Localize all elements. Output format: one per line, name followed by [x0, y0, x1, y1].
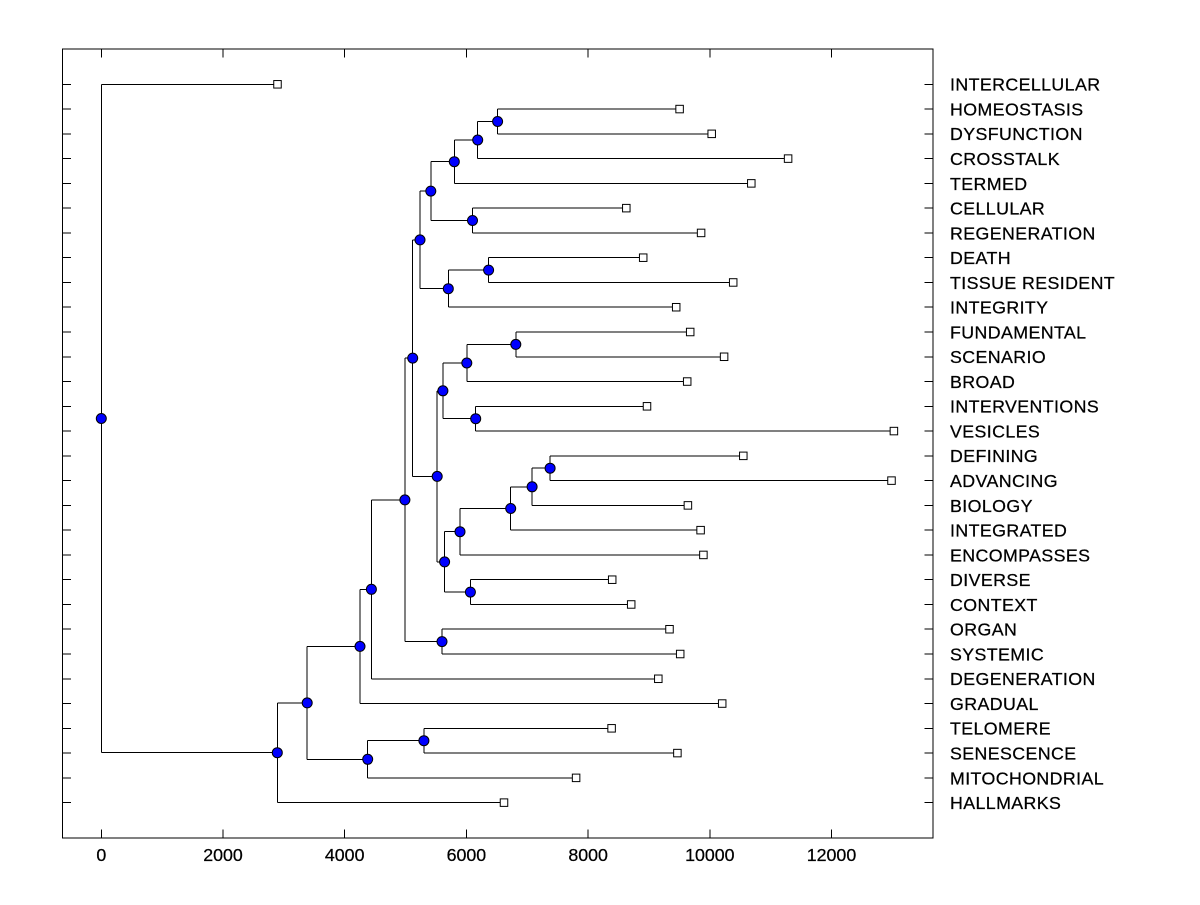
- svg-text:INTERVENTIONS: INTERVENTIONS: [950, 397, 1099, 417]
- svg-text:DYSFUNCTION: DYSFUNCTION: [950, 124, 1083, 144]
- svg-text:DEGENERATION: DEGENERATION: [950, 669, 1096, 689]
- svg-text:MITOCHONDRIAL: MITOCHONDRIAL: [950, 768, 1104, 788]
- svg-text:TISSUE RESIDENT: TISSUE RESIDENT: [950, 273, 1115, 293]
- svg-text:FUNDAMENTAL: FUNDAMENTAL: [950, 322, 1086, 342]
- svg-text:INTERCELLULAR: INTERCELLULAR: [950, 75, 1100, 95]
- svg-text:TELOMERE: TELOMERE: [950, 719, 1051, 739]
- svg-text:INTEGRATED: INTEGRATED: [950, 521, 1067, 541]
- svg-text:SENESCENCE: SENESCENCE: [950, 744, 1077, 764]
- svg-text:10000: 10000: [685, 845, 735, 865]
- svg-text:DEFINING: DEFINING: [950, 446, 1038, 466]
- svg-text:HOMEOSTASIS: HOMEOSTASIS: [950, 100, 1084, 120]
- svg-text:CONTEXT: CONTEXT: [950, 595, 1038, 615]
- svg-text:ADVANCING: ADVANCING: [950, 471, 1058, 491]
- svg-text:SCENARIO: SCENARIO: [950, 347, 1046, 367]
- svg-text:CROSSTALK: CROSSTALK: [950, 149, 1060, 169]
- svg-text:TERMED: TERMED: [950, 174, 1027, 194]
- svg-text:DIVERSE: DIVERSE: [950, 570, 1031, 590]
- svg-text:4000: 4000: [325, 845, 365, 865]
- svg-text:ORGAN: ORGAN: [950, 620, 1017, 640]
- svg-text:GRADUAL: GRADUAL: [950, 694, 1039, 714]
- svg-text:8000: 8000: [568, 845, 608, 865]
- svg-text:BIOLOGY: BIOLOGY: [950, 496, 1033, 516]
- svg-text:12000: 12000: [807, 845, 857, 865]
- svg-text:SYSTEMIC: SYSTEMIC: [950, 644, 1044, 664]
- svg-text:6000: 6000: [447, 845, 487, 865]
- svg-text:DEATH: DEATH: [950, 248, 1011, 268]
- svg-text:REGENERATION: REGENERATION: [950, 223, 1096, 243]
- svg-text:2000: 2000: [203, 845, 243, 865]
- svg-text:0: 0: [96, 845, 106, 865]
- svg-text:HALLMARKS: HALLMARKS: [950, 793, 1061, 813]
- svg-text:ENCOMPASSES: ENCOMPASSES: [950, 545, 1090, 565]
- svg-text:CELLULAR: CELLULAR: [950, 199, 1045, 219]
- svg-text:VESICLES: VESICLES: [950, 422, 1040, 442]
- svg-text:BROAD: BROAD: [950, 372, 1015, 392]
- svg-text:INTEGRITY: INTEGRITY: [950, 298, 1048, 318]
